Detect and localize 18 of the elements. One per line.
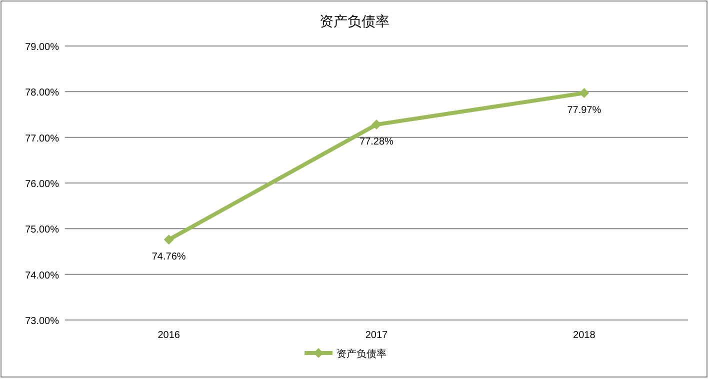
y-tick-label: 74.00% bbox=[25, 270, 60, 282]
point bbox=[164, 234, 174, 245]
point bbox=[372, 120, 382, 130]
y-tick-label: 77.00% bbox=[25, 133, 60, 144]
data-label: 77.28% bbox=[360, 136, 394, 148]
data-label: 74.76% bbox=[152, 252, 186, 263]
x-tick-label: 2018 bbox=[573, 330, 596, 341]
x-tick-label: 2016 bbox=[158, 330, 180, 341]
y-tick-label: 73.00% bbox=[25, 316, 60, 327]
x-tick-label: 2017 bbox=[365, 330, 388, 341]
y-tick-label: 79.00% bbox=[25, 42, 60, 53]
title: 资产负债率 bbox=[320, 13, 390, 29]
y-tick-label: 76.00% bbox=[25, 179, 60, 190]
y-tick-label: 78.00% bbox=[25, 88, 60, 99]
legend-label: 资产负债率 bbox=[336, 348, 386, 360]
point bbox=[579, 88, 590, 98]
y-tick-label: 75.00% bbox=[25, 224, 60, 236]
data-label: 77.97% bbox=[567, 105, 602, 116]
